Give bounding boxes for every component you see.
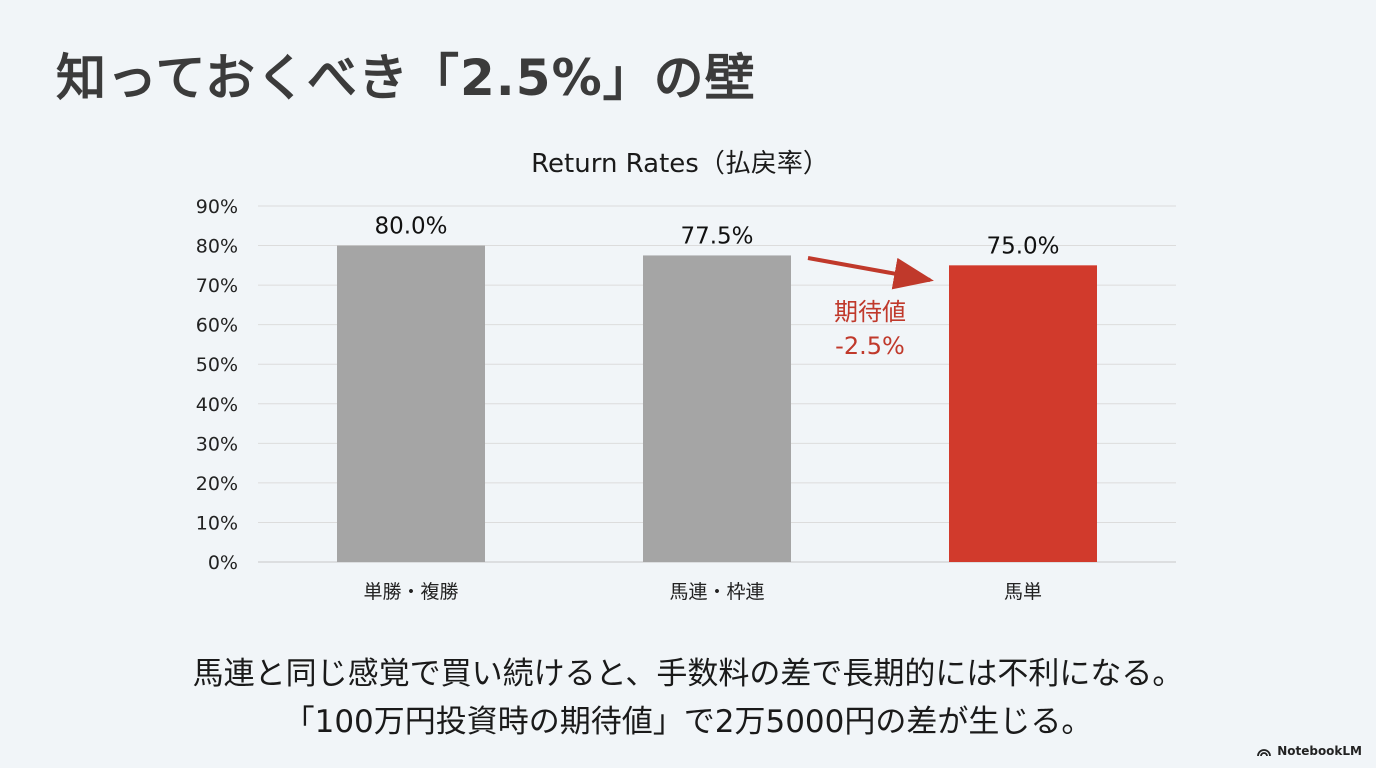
y-tick-label: 30% <box>196 433 238 455</box>
y-tick-label: 60% <box>196 315 238 337</box>
y-tick-label: 80% <box>196 236 238 258</box>
brand-name: NotebookLM <box>1277 744 1362 758</box>
return-rates-chart: Return Rates（払戻率） 0% 10% 20% 30% 40% 50% 60% 70… <box>196 149 1176 603</box>
x-tick-label: 馬単 <box>1004 581 1042 603</box>
y-tick-label: 40% <box>196 394 238 416</box>
bar <box>643 255 791 562</box>
x-tick-label: 単勝・複勝 <box>363 581 458 603</box>
y-tick-label: 10% <box>196 512 238 534</box>
bar <box>949 265 1097 562</box>
difference-arrow <box>807 256 934 290</box>
annotation-label: 期待値 <box>834 298 906 326</box>
bar <box>337 245 485 563</box>
data-label: 77.5% <box>680 223 753 249</box>
y-tick-label: 70% <box>196 275 238 297</box>
y-tick-label: 0% <box>208 552 238 574</box>
y-tick-label: 90% <box>196 196 238 218</box>
notebooklm-logo-icon <box>1257 749 1272 757</box>
x-tick-label: 馬連・枠連 <box>669 581 764 603</box>
caption-line-1: 馬連と同じ感覚で買い続けると、手数料の差で長期的には不利になる。 <box>192 656 1184 692</box>
data-label: 80.0% <box>374 214 447 240</box>
slide-title: 知っておくべき「2.5%」の壁 <box>56 49 756 107</box>
y-tick-label: 50% <box>196 354 238 376</box>
chart-title: Return Rates（払戻率） <box>531 149 829 179</box>
y-tick-label: 20% <box>196 473 238 495</box>
brand-watermark: NotebookLM <box>1256 744 1362 758</box>
caption-line-2: 「100万円投資時の期待値」で2万5000円の差が生じる。 <box>283 704 1093 740</box>
data-label: 75.0% <box>986 233 1059 259</box>
annotation-value: -2.5% <box>835 332 905 360</box>
